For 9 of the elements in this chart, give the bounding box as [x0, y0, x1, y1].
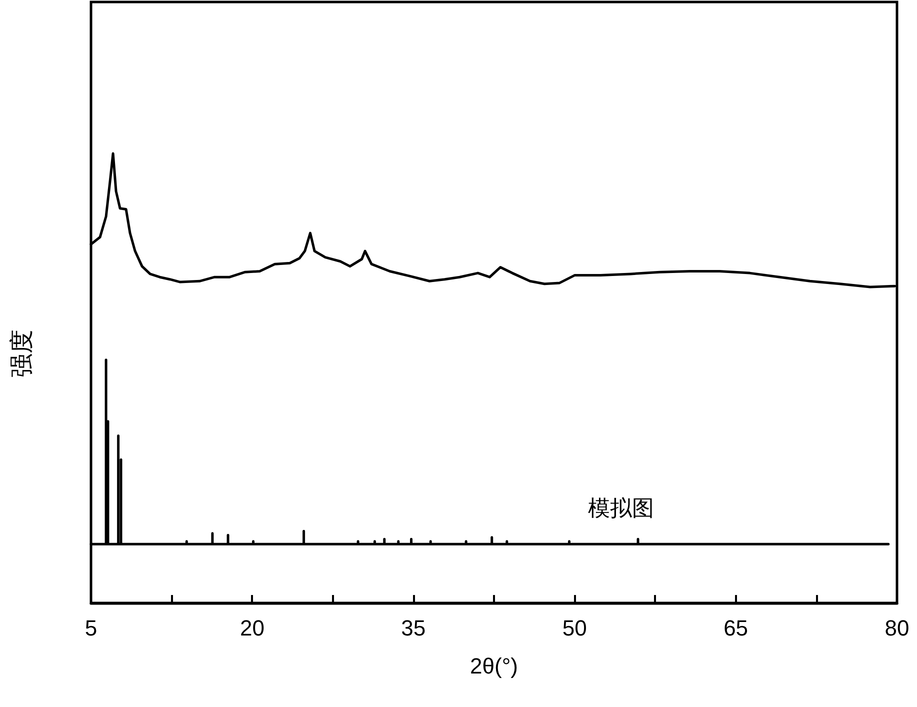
x-tick-label: 20: [240, 616, 264, 640]
y-axis-title: 强度: [8, 330, 36, 378]
annotation: 模拟图: [588, 496, 654, 520]
x-tick-label: 50: [562, 616, 587, 640]
x-axis-title: 2θ(°): [470, 654, 518, 678]
x-tick-label: 35: [401, 616, 426, 640]
x-tick-label: 80: [884, 616, 910, 640]
x-tick-label: 65: [724, 616, 748, 640]
x-tick-label: 5: [84, 616, 98, 640]
